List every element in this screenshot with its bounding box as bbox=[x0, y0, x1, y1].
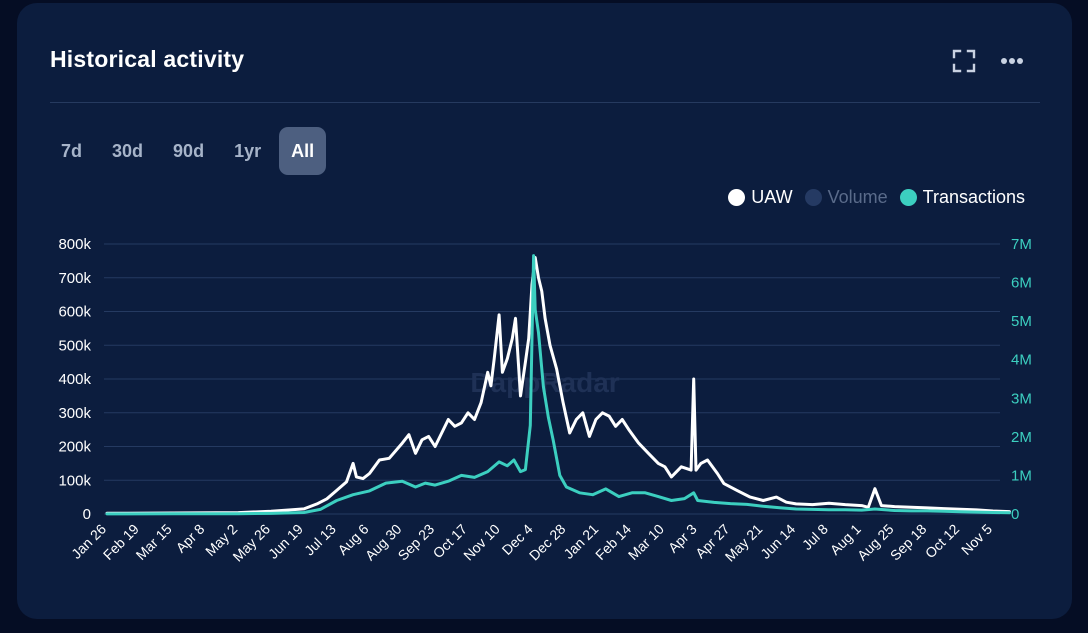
x-tick-label: Oct 12 bbox=[922, 521, 963, 562]
more-options-icon[interactable] bbox=[998, 47, 1026, 75]
legend-dot-uaw bbox=[728, 189, 746, 206]
legend-dot-transactions bbox=[899, 189, 917, 206]
legend-label-uaw: UAW bbox=[751, 187, 793, 207]
x-tick-label: Jul 13 bbox=[301, 521, 339, 559]
y-left-tick-label: 600k bbox=[58, 304, 91, 321]
x-tick-label: May 26 bbox=[229, 521, 273, 565]
y-right-tick-label: 0 bbox=[1011, 506, 1019, 523]
y-right-tick-label: 7M bbox=[1011, 236, 1032, 253]
y-right-tick-label: 2M bbox=[1011, 429, 1032, 446]
x-tick-label: Sep 23 bbox=[395, 521, 438, 564]
legend-label-transactions: Transactions bbox=[922, 187, 1025, 207]
x-tick-label: Jul 8 bbox=[799, 521, 831, 553]
header-divider bbox=[50, 102, 1040, 103]
tab-7d[interactable]: 7d bbox=[49, 127, 94, 175]
y-left-tick-label: 300k bbox=[58, 405, 91, 422]
x-tick-label: Mar 10 bbox=[625, 521, 667, 563]
legend-dot-volume bbox=[804, 189, 822, 206]
y-left-tick-label: 800k bbox=[58, 236, 91, 253]
tab-90d[interactable]: 90d bbox=[161, 127, 216, 175]
x-tick-label: Nov 10 bbox=[460, 521, 503, 564]
x-tick-label: Sep 18 bbox=[887, 521, 930, 564]
y-left-tick-label: 0 bbox=[83, 506, 91, 523]
y-right-tick-label: 3M bbox=[1011, 390, 1032, 407]
y-left-tick-label: 700k bbox=[58, 270, 91, 287]
chart-legend: UAW Volume Transactions bbox=[728, 187, 1025, 208]
y-right-tick-label: 4M bbox=[1011, 352, 1032, 369]
y-left-tick-label: 500k bbox=[58, 337, 91, 354]
x-tick-label: Feb 14 bbox=[592, 521, 634, 563]
y-right-tick-label: 5M bbox=[1011, 313, 1032, 330]
tab-1yr[interactable]: 1yr bbox=[222, 127, 273, 175]
legend-item-uaw[interactable]: UAW bbox=[728, 187, 793, 208]
legend-item-volume[interactable]: Volume bbox=[804, 187, 888, 208]
y-right-tick-label: 1M bbox=[1011, 467, 1032, 484]
y-left-tick-label: 100k bbox=[58, 472, 91, 489]
y-left-tick-label: 200k bbox=[58, 439, 91, 456]
x-tick-label: Mar 15 bbox=[133, 521, 175, 563]
y-left-tick-label: 400k bbox=[58, 371, 91, 388]
tab-30d[interactable]: 30d bbox=[100, 127, 155, 175]
legend-item-transactions[interactable]: Transactions bbox=[899, 187, 1025, 208]
x-tick-label: May 21 bbox=[722, 521, 766, 565]
series-line-transactions bbox=[105, 254, 1011, 516]
x-tick-label: Apr 8 bbox=[173, 521, 208, 556]
y-right-tick-label: 6M bbox=[1011, 275, 1032, 292]
card-title: Historical activity bbox=[50, 46, 245, 72]
x-tick-label: Nov 5 bbox=[958, 521, 995, 558]
x-tick-label: Feb 19 bbox=[100, 521, 142, 563]
x-tick-label: Jun 19 bbox=[265, 521, 306, 562]
x-tick-label: Dec 28 bbox=[526, 521, 569, 564]
time-range-tabs: 7d 30d 90d 1yr All bbox=[49, 127, 327, 175]
expand-icon[interactable] bbox=[950, 47, 978, 75]
series-line-uaw bbox=[105, 256, 1011, 515]
x-tick-label: Jun 14 bbox=[757, 521, 798, 562]
legend-label-volume: Volume bbox=[827, 187, 888, 207]
tab-all[interactable]: All bbox=[279, 127, 327, 175]
